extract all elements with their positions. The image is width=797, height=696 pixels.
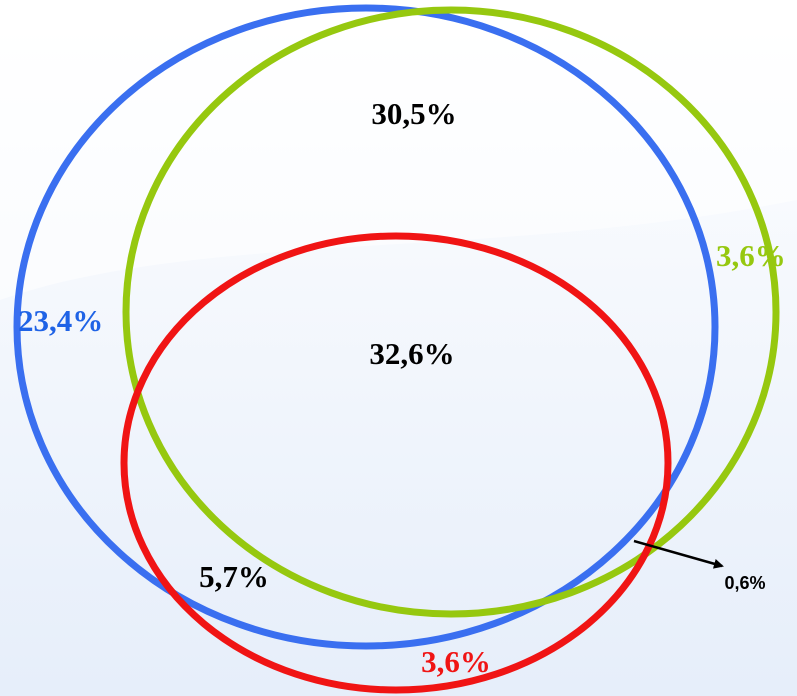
pointer-arrow	[633, 539, 724, 569]
red-circle	[120, 232, 672, 694]
blue-circle	[13, 4, 719, 650]
green-circle	[122, 6, 780, 618]
label-center-overlap: 32,6%	[369, 336, 454, 371]
label-red-only: 3,6%	[421, 644, 491, 679]
label-green-red-overlap: 0,6%	[724, 573, 765, 593]
label-blue-only: 23,4%	[18, 303, 103, 338]
label-blue-red-overlap: 5,7%	[199, 559, 269, 594]
label-top-overlap: 30,5%	[371, 96, 456, 131]
label-green-only: 3,6%	[716, 238, 786, 273]
background-sheen	[0, 0, 797, 300]
